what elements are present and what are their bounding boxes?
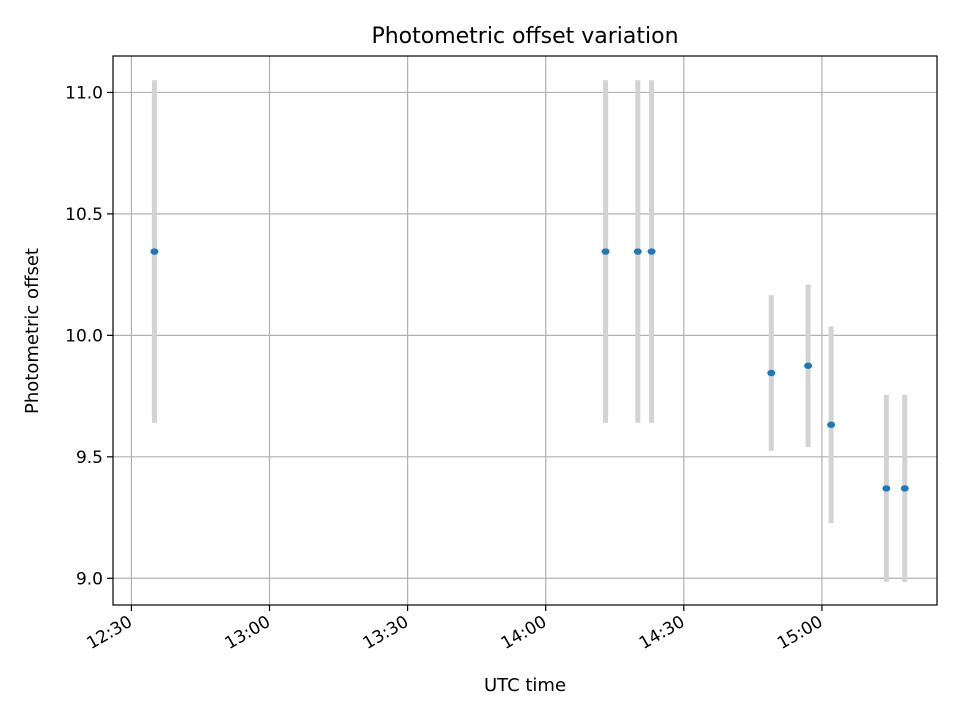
chart-title: Photometric offset variation <box>371 24 678 49</box>
x-tick-label: 12:30 <box>83 612 135 654</box>
x-tick-label: 13:30 <box>360 612 412 654</box>
y-tick-label: 9.0 <box>76 569 103 589</box>
grid <box>113 56 937 605</box>
data-point <box>804 362 813 369</box>
data-point <box>150 248 159 255</box>
x-tick-label: 13:00 <box>222 612 274 654</box>
y-axis: 9.0 9.5 10.0 10.5 11.0 <box>65 83 113 589</box>
x-tick-label: 14:30 <box>636 612 688 654</box>
y-axis-label: Photometric offset <box>22 248 43 414</box>
data-points <box>150 248 909 492</box>
data-point <box>900 485 909 492</box>
x-axis-label: UTC time <box>484 675 566 696</box>
data-point <box>767 369 776 377</box>
data-point <box>601 248 610 255</box>
x-tick-label: 14:00 <box>498 612 550 654</box>
data-point <box>882 485 891 492</box>
x-tick-label: 15:00 <box>774 612 826 654</box>
data-point <box>827 421 836 428</box>
y-tick-label: 11.0 <box>65 83 103 103</box>
plot-frame <box>112 55 938 606</box>
data-point <box>633 248 642 255</box>
data-point <box>647 248 656 255</box>
x-axis: 12:30 13:00 13:30 14:00 14:30 15:00 <box>83 605 826 654</box>
y-tick-label: 10.5 <box>65 205 103 225</box>
plot-background <box>113 56 937 605</box>
y-tick-label: 10.0 <box>65 326 103 346</box>
y-tick-label: 9.5 <box>76 448 103 468</box>
